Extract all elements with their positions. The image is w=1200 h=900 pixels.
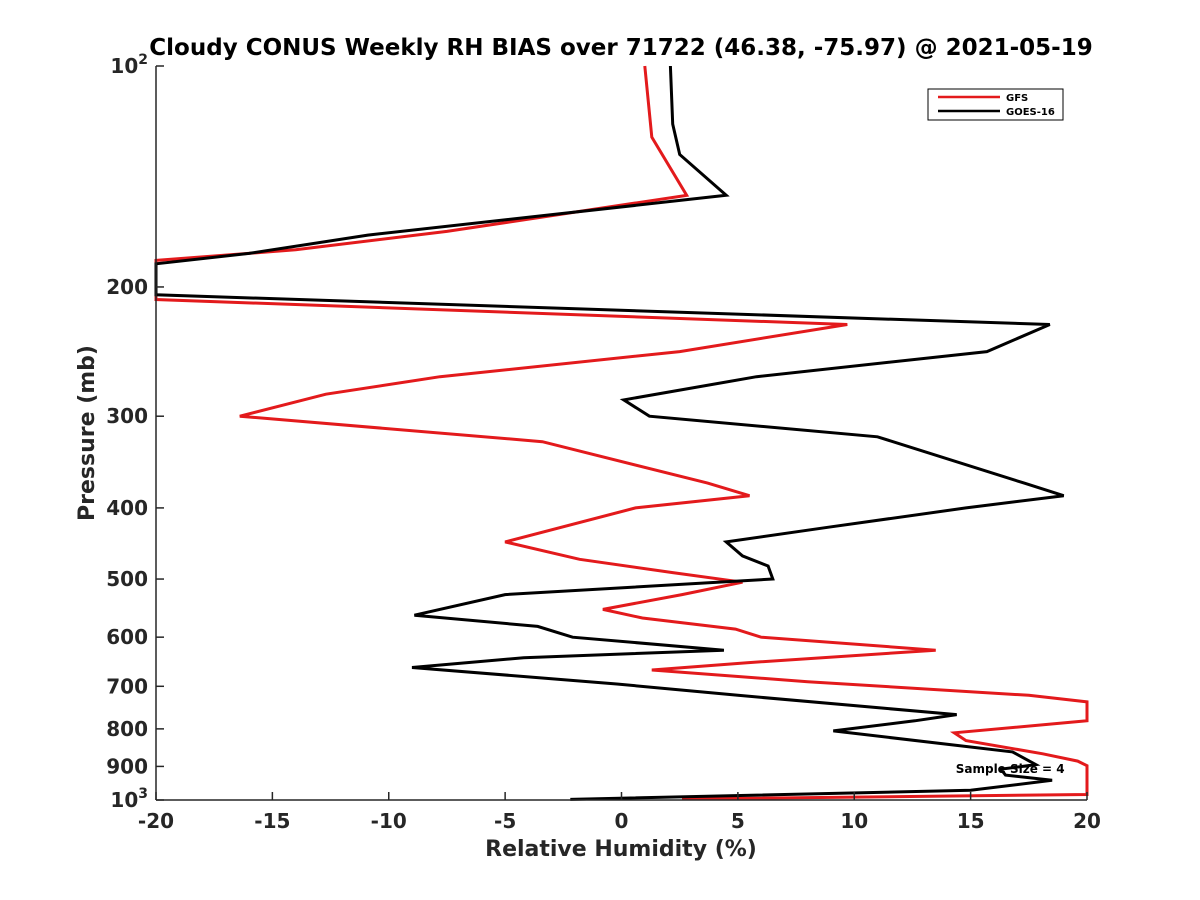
- x-axis-label: Relative Humidity (%): [485, 837, 757, 862]
- y-tick-label: 600: [106, 625, 148, 649]
- x-tick-label: 15: [957, 809, 985, 833]
- y-tick-label: 400: [106, 496, 148, 520]
- x-tick-label: -15: [254, 809, 290, 833]
- x-tick-label: -5: [494, 809, 516, 833]
- x-ticks: -20 -15 -10 -5 0 5 10 15 20: [138, 792, 1101, 833]
- y-ticks: 102 200 300 400 500 600 700 800 900 103: [106, 52, 164, 812]
- y-tick-label: 800: [106, 717, 148, 741]
- legend: GFS GOES-16: [927, 88, 1064, 121]
- y-axis-label: Pressure (mb): [75, 345, 100, 521]
- legend-box: [927, 88, 1064, 121]
- x-tick-label: 5: [731, 809, 745, 833]
- series-line-gfs: [154, 65, 1089, 801]
- y-tick-label: 300: [106, 404, 148, 428]
- legend-label-gfs: GFS: [1006, 93, 1028, 104]
- series-layer: [154, 65, 1089, 801]
- x-tick-label: -20: [138, 809, 174, 833]
- y-tick-label: 700: [106, 674, 148, 698]
- chart-title: Cloudy CONUS Weekly RH BIAS over 71722 (…: [149, 35, 1092, 61]
- y-tick-label: 900: [106, 754, 148, 778]
- y-tick-label: 200: [106, 275, 148, 299]
- x-tick-label: 10: [840, 809, 868, 833]
- y-tick-label: 500: [106, 567, 148, 591]
- x-tick-label: 0: [615, 809, 629, 833]
- sample-size-annotation: Sample Size = 4: [956, 762, 1065, 776]
- y-tick-label: 103: [110, 786, 148, 812]
- x-tick-label: -10: [371, 809, 407, 833]
- legend-label-goes16: GOES-16: [1006, 107, 1055, 118]
- x-tick-label: 20: [1073, 809, 1101, 833]
- y-tick-label: 102: [110, 52, 148, 78]
